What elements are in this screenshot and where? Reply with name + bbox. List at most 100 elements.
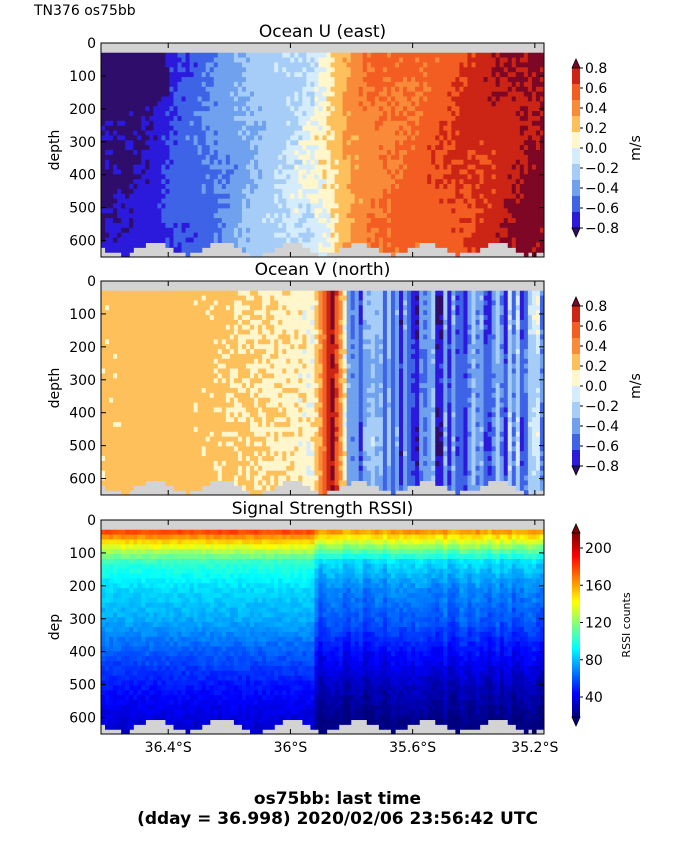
heatmap-cell xyxy=(169,81,175,88)
heatmap-cell xyxy=(266,193,271,200)
heatmap-cell xyxy=(346,179,352,185)
heatmap-cell xyxy=(415,222,420,229)
heatmap-cell xyxy=(511,86,517,93)
colorbar-segment xyxy=(572,100,580,117)
heatmap-cell xyxy=(113,383,118,389)
heatmap-cell xyxy=(137,422,142,428)
heatmap-cell xyxy=(415,198,420,205)
colorbar-segment xyxy=(572,212,580,229)
heatmap-cell xyxy=(197,101,203,107)
heatmap-cell xyxy=(378,77,384,83)
heatmap-cell xyxy=(346,57,352,64)
heatmap-cell xyxy=(278,101,283,107)
heatmap-cell xyxy=(161,184,167,190)
heatmap-cell xyxy=(403,140,408,146)
heatmap-cell xyxy=(233,213,239,219)
heatmap-cell xyxy=(326,67,332,73)
heatmap-cell xyxy=(487,237,493,244)
heatmap-cell xyxy=(286,188,291,195)
heatmap-cell xyxy=(370,198,376,205)
heatmap-cell xyxy=(189,222,195,229)
heatmap-cell xyxy=(298,111,303,117)
heatmap-cell xyxy=(531,164,537,171)
heatmap-cell xyxy=(479,159,485,166)
heatmap-cell xyxy=(225,130,231,137)
heatmap-cell xyxy=(229,184,235,190)
heatmap-cell xyxy=(471,193,477,200)
heatmap-cell xyxy=(266,81,271,88)
heatmap-cell xyxy=(129,174,134,180)
heatmap-cell xyxy=(133,431,138,438)
heatmap-cell xyxy=(294,130,299,137)
heatmap-cell xyxy=(459,67,465,73)
heatmap-cell xyxy=(165,115,171,122)
heatmap-cell xyxy=(129,96,134,102)
heatmap-cell xyxy=(394,77,400,83)
heatmap-cell xyxy=(133,300,138,306)
heatmap-cell xyxy=(141,315,146,321)
heatmap-cell xyxy=(109,222,114,229)
heatmap-cell xyxy=(378,106,384,112)
heatmap-cell xyxy=(237,77,243,83)
heatmap-cell xyxy=(431,135,436,141)
heatmap-cell xyxy=(133,184,138,190)
heatmap-cell xyxy=(153,150,158,156)
heatmap-cell xyxy=(213,86,219,93)
heatmap-cell xyxy=(286,169,291,175)
heatmap-cell xyxy=(250,106,255,112)
heatmap-cell xyxy=(350,227,356,234)
heatmap-cell xyxy=(145,164,150,171)
heatmap-cell xyxy=(358,77,364,83)
heatmap-cell xyxy=(451,62,456,68)
heatmap-cell xyxy=(499,81,505,88)
heatmap-cell xyxy=(310,101,316,107)
heatmap-cell xyxy=(109,150,114,156)
heatmap-cell xyxy=(298,198,303,205)
heatmap-cell xyxy=(161,125,167,132)
heatmap-cell xyxy=(129,188,134,195)
heatmap-cell xyxy=(310,62,316,68)
heatmap-cell xyxy=(217,184,223,190)
heatmap-cell xyxy=(290,159,295,166)
heatmap-cell xyxy=(415,213,420,219)
heatmap-cell xyxy=(193,208,199,214)
heatmap-cell xyxy=(463,174,469,180)
heatmap-cell xyxy=(201,193,207,200)
heatmap-cell xyxy=(471,164,477,171)
heatmap-cell xyxy=(431,184,436,190)
heatmap-cell xyxy=(205,174,211,180)
heatmap-cell xyxy=(233,111,239,117)
heatmap-cell xyxy=(129,62,134,68)
heatmap-cell xyxy=(431,140,436,146)
heatmap-cell xyxy=(443,57,448,64)
heatmap-cell xyxy=(237,135,243,141)
heatmap-cell xyxy=(161,237,167,244)
heatmap-cell xyxy=(503,125,509,132)
heatmap-cell xyxy=(217,140,223,146)
heatmap-cell xyxy=(515,227,521,234)
heatmap-cell xyxy=(431,81,436,88)
heatmap-cell xyxy=(390,140,396,146)
heatmap-cell xyxy=(233,218,239,224)
heatmap-cell xyxy=(463,159,469,166)
heatmap-cell xyxy=(266,52,271,59)
heatmap-cell xyxy=(109,300,114,306)
heatmap-cell xyxy=(133,57,138,64)
heatmap-cell xyxy=(407,227,412,234)
heatmap-cell xyxy=(350,188,356,195)
heatmap-cell xyxy=(370,81,376,88)
heatmap-cell xyxy=(109,368,114,375)
heatmap-cell xyxy=(378,174,384,180)
heatmap-cell xyxy=(298,91,303,98)
heatmap-cell xyxy=(342,227,348,234)
heatmap-cell xyxy=(241,188,247,195)
heatmap-cell xyxy=(250,81,255,88)
heatmap-cell xyxy=(539,179,544,185)
heatmap-cell xyxy=(419,130,424,137)
heatmap-cell xyxy=(113,188,118,195)
heatmap-cell xyxy=(358,145,364,151)
heatmap-cell xyxy=(491,213,497,219)
heatmap-cell xyxy=(286,154,291,161)
heatmap-cell xyxy=(467,232,473,239)
heatmap-cell xyxy=(322,213,328,219)
